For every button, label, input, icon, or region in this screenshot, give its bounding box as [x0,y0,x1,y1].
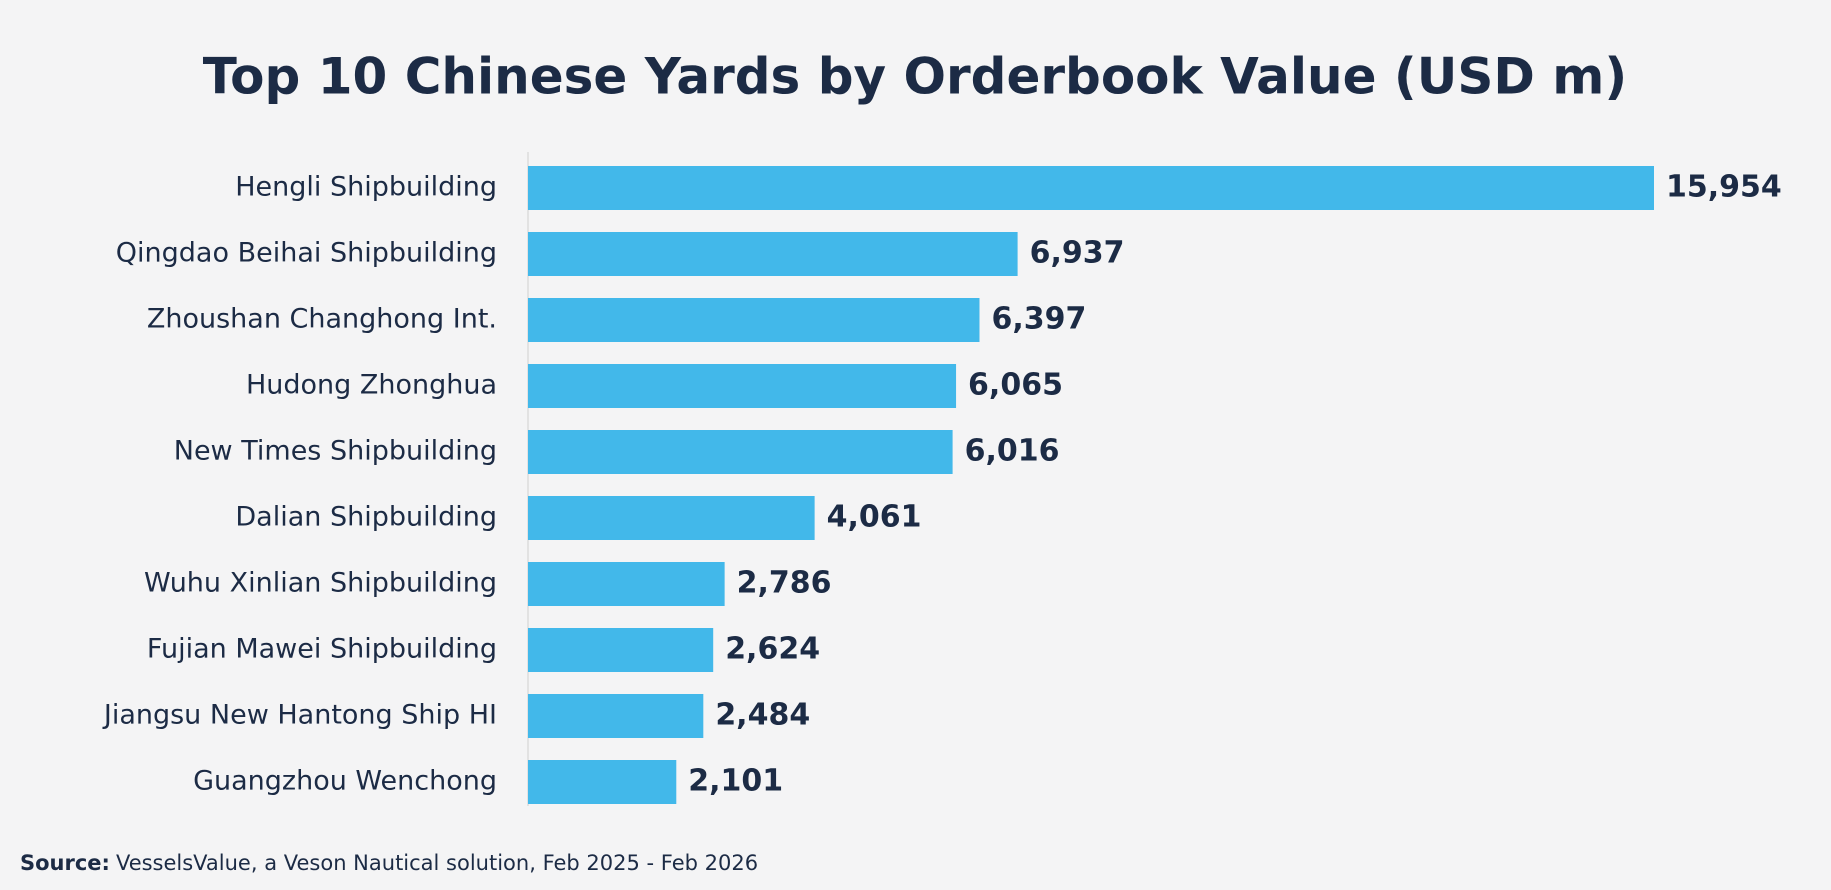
source-text: VesselsValue, a Veson Nautical solution,… [116,851,758,875]
value-label: 2,624 [725,632,820,667]
source: Source: VesselsValue, a Veson Nautical so… [20,851,758,875]
category-label: Hengli Shipbuilding [235,172,497,203]
value-label: 15,954 [1666,170,1782,205]
category-label: Zhoushan Changhong Int. [147,304,497,335]
value-label: 4,061 [827,500,922,535]
category-label: Qingdao Beihai Shipbuilding [116,238,497,269]
bar [528,232,1018,276]
bar [528,166,1654,210]
category-label: Fujian Mawei Shipbuilding [147,634,497,665]
value-label: 2,484 [715,698,810,733]
bar [528,496,815,540]
category-label: Wuhu Xinlian Shipbuilding [144,568,497,599]
value-label: 6,937 [1030,236,1125,271]
bar [528,628,714,672]
chart-title: Top 10 Chinese Yards by Orderbook Value … [203,48,1628,106]
value-label: 2,786 [737,566,832,601]
category-label: Hudong Zhonghua [246,370,497,401]
bar [528,430,953,474]
value-label: 6,016 [965,434,1060,469]
category-label: Jiangsu New Hantong Ship HI [102,700,497,731]
bar [528,694,704,738]
value-label: 6,065 [968,368,1063,403]
value-label: 6,397 [991,302,1086,337]
bar [528,364,957,408]
category-label: New Times Shipbuilding [174,436,497,467]
category-label: Dalian Shipbuilding [235,502,497,533]
bar [528,298,980,342]
bar [528,562,725,606]
source-label: Source: [20,851,110,875]
bar [528,760,677,804]
category-label: Guangzhou Wenchong [193,766,497,797]
value-label: 2,101 [688,764,783,799]
